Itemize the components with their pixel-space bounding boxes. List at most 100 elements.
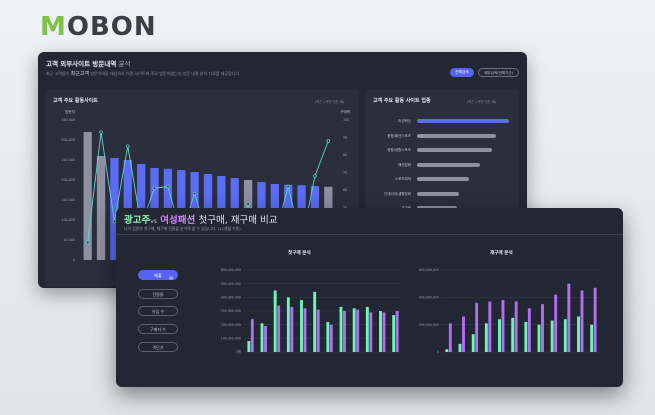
industry-bar: [514, 301, 518, 352]
industry-bar: [343, 311, 346, 352]
right-tick-label: 60: [343, 188, 347, 192]
y-tick-label: 500,000,000: [221, 282, 241, 286]
left-tick-label: 250,000: [61, 158, 75, 162]
y-tick-label: 600,000,000: [221, 268, 241, 272]
industry-label: 패션잡화: [398, 162, 411, 167]
purchase-point: [99, 130, 103, 134]
left-tick-label: 100,000: [61, 218, 75, 222]
left-tick-label: 0: [73, 258, 75, 262]
industry-bar: [417, 177, 469, 181]
industry-bar: [567, 283, 571, 352]
compare-desc: 나의 업종의 첫구매, 재구매 전환을 분석해 볼 수 있습니다. (12개월 …: [124, 226, 241, 231]
right-tick-label: 80: [343, 153, 347, 157]
visit-panel-desc: 최근 고객들의 최근고객 방문이력을 대상으로 어떤 사이트에 주로 방문하였는…: [46, 71, 241, 77]
left-tick-label: 200,000: [61, 178, 75, 182]
left-axis-caption: 방문자: [65, 109, 75, 114]
chart-icon: ▤: [169, 275, 173, 280]
first-purchase-chart: 600,000,000 500,000,000 400,000,000 300,000…: [221, 268, 402, 354]
advertiser-bar: [484, 323, 488, 352]
right-tick-label: 50: [343, 206, 347, 210]
advertiser-bar: [286, 297, 290, 352]
y-tick-label: 200,000,000: [419, 323, 439, 327]
industry-bar: [475, 302, 479, 352]
advertiser-bar: [498, 319, 501, 352]
industry-row: 종합/패션스포츠: [365, 132, 519, 140]
purchase-point: [246, 202, 250, 206]
divider: [116, 234, 623, 235]
advertiser-bar: [260, 323, 264, 352]
visit-sites-note: (최근 1개월 기준, 회): [315, 100, 345, 104]
industry-bar: [417, 133, 497, 138]
advertiser-bar: [537, 324, 541, 352]
repurchase-title: 재구매 분석: [490, 251, 513, 256]
industry-bar: [554, 294, 558, 352]
purchase-compare-panel: 광고주vs 여성패션 첫구매, 재구매 비교 나의 업종의 첫구매, 재구매 전…: [116, 208, 623, 387]
industry-bar: [593, 287, 597, 352]
mobon-logo: MOBON: [40, 12, 157, 42]
compare-title: 광고주vs 여성패션 첫구매, 재구매 비교: [124, 215, 278, 226]
detail-search-button[interactable]: 세부검색(전체기간): [478, 68, 519, 77]
first-purchase-title: 첫구매 분석: [288, 251, 311, 256]
purchase-point: [152, 186, 157, 190]
advertiser-bar: [300, 300, 303, 352]
industry-bar: [316, 309, 320, 352]
industry-bar: [417, 162, 480, 167]
industry-row: 인테리어/생활잡화: [365, 190, 519, 198]
y-tick-label: 400,000,000: [221, 296, 241, 300]
y-tick-label: 100,000,000: [221, 337, 241, 341]
industry-bar: [417, 119, 509, 123]
menu-item-inflow[interactable]: 유입 수: [138, 306, 178, 316]
y-tick-label: 0원: [236, 349, 241, 354]
industry-bar: [290, 306, 294, 352]
industry-row: 종합/생활스포츠: [365, 146, 519, 154]
advertiser-bar: [379, 311, 382, 352]
advertiser-bar: [577, 316, 580, 352]
visit-panel-title: 고객 외부사이트 방문내역 분석: [46, 60, 131, 68]
left-tick-label: 50,000: [63, 238, 75, 242]
industry-bar: [250, 319, 254, 352]
industry-label: 종합/패션스포츠: [387, 133, 411, 138]
purchase-point: [192, 191, 197, 196]
menu-item-sales[interactable]: 매출 ▤: [138, 270, 178, 280]
industry-bar: [329, 324, 333, 352]
advertiser-bar: [392, 315, 396, 352]
industry-bar: [488, 301, 492, 352]
purchase-point: [126, 144, 130, 148]
industry-bar: [417, 191, 460, 196]
industry-row: 스포츠레저: [365, 175, 519, 183]
purchase-point: [326, 139, 331, 143]
advertiser-bar: [339, 306, 343, 352]
industry-bar: [382, 312, 386, 352]
menu-item-aov[interactable]: 객단가: [138, 342, 178, 352]
search-all-button[interactable]: 전체검색: [450, 68, 474, 77]
advertiser-bar: [550, 320, 554, 352]
industry-note: (최근 1개월 기준, 회): [467, 100, 497, 104]
industry-bar: [541, 304, 544, 352]
visit-sites-title: 고객 주요 활동사이트: [53, 98, 98, 104]
advertiser-bar: [247, 341, 251, 352]
visit-bar: [96, 156, 106, 260]
industry-bar: [501, 300, 505, 352]
purchase-point: [313, 174, 317, 178]
y-tick-label: 400,000,000: [419, 296, 439, 300]
advertiser-bar: [471, 334, 475, 352]
right-tick-label: 90: [343, 136, 347, 140]
industry-bar: [264, 326, 267, 352]
menu-item-conversion[interactable]: 전환율: [138, 289, 178, 299]
industry-row: 패션잡화: [365, 161, 519, 169]
advertiser-bar: [511, 317, 515, 352]
menu-item-buyers[interactable]: 구매자 수: [138, 324, 178, 334]
advertiser-bar: [524, 321, 528, 352]
industry-label: 종합/생활스포츠: [387, 148, 411, 152]
advertiser-bar: [313, 291, 317, 352]
advertiser-bar: [590, 324, 594, 352]
industry-label: 스포츠레저: [394, 177, 411, 181]
left-tick-label: 150,000: [61, 198, 75, 202]
repurchase-chart: 600,000,000 400,000,000 200,000,000 0: [419, 268, 600, 354]
y-tick-label: 200,000,000: [221, 323, 241, 327]
industry-bar: [448, 323, 452, 352]
advertiser-bar: [458, 343, 462, 352]
advertiser-bar: [326, 321, 330, 352]
industry-label: 인테리어/생활잡화: [384, 191, 411, 196]
industry-bar: [527, 308, 531, 352]
